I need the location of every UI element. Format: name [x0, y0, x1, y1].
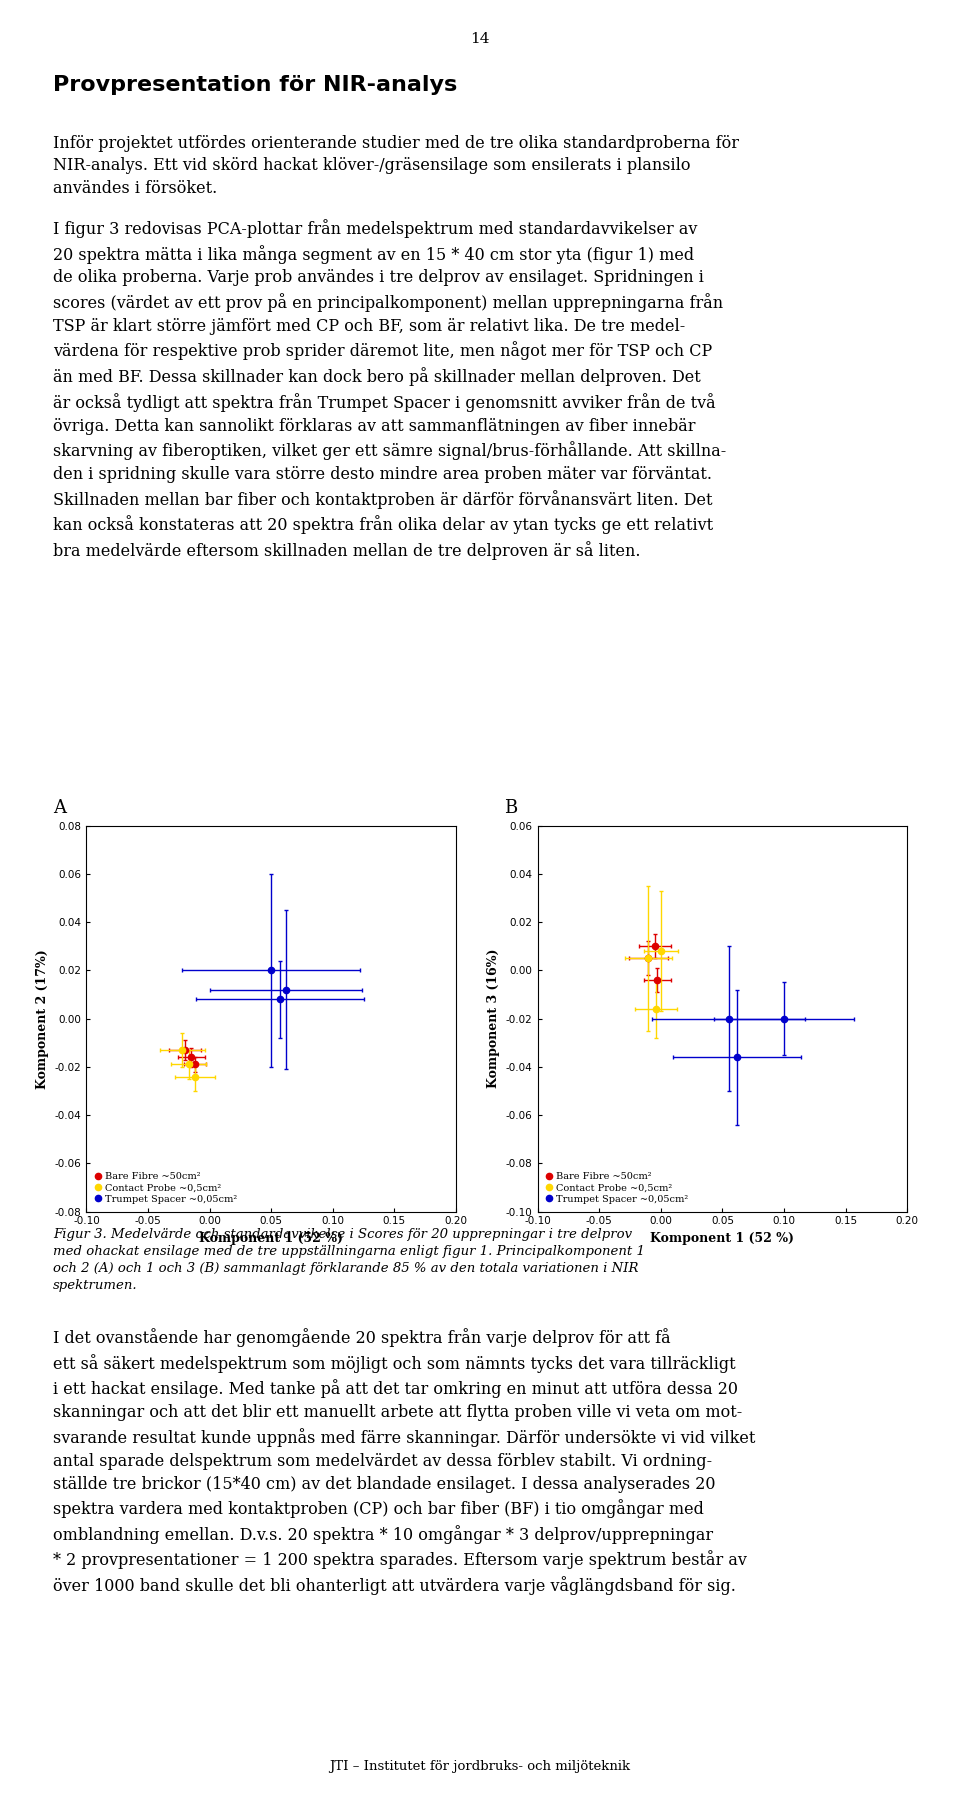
Text: Figur 3. Medelvärde och standardavvikelse i Scores för 20 upprepningar i tre del: Figur 3. Medelvärde och standardavvikels…: [53, 1228, 645, 1292]
Text: 14: 14: [470, 32, 490, 47]
X-axis label: Komponent 1 (52 %): Komponent 1 (52 %): [651, 1231, 795, 1246]
Text: Inför projektet utfördes orienterande studier med de tre olika standardproberna : Inför projektet utfördes orienterande st…: [53, 135, 739, 197]
Legend: Bare Fibre ~50cm², Contact Probe ~0,5cm², Trumpet Spacer ~0,05cm²: Bare Fibre ~50cm², Contact Probe ~0,5cm²…: [91, 1169, 240, 1206]
Text: B: B: [504, 799, 517, 817]
Legend: Bare Fibre ~50cm², Contact Probe ~0,5cm², Trumpet Spacer ~0,05cm²: Bare Fibre ~50cm², Contact Probe ~0,5cm²…: [542, 1169, 691, 1206]
Y-axis label: Komponent 2 (17%): Komponent 2 (17%): [36, 950, 49, 1088]
Text: Provpresentation för NIR-analys: Provpresentation för NIR-analys: [53, 75, 457, 95]
X-axis label: Komponent 1 (52 %): Komponent 1 (52 %): [200, 1231, 344, 1246]
Y-axis label: Komponent 3 (16%): Komponent 3 (16%): [488, 950, 500, 1088]
Text: A: A: [53, 799, 66, 817]
Text: I det ovanstående har genomgående 20 spektra från varje delprov för att få
ett s: I det ovanstående har genomgående 20 spe…: [53, 1328, 756, 1596]
Text: I figur 3 redovisas PCA-plottar från medelspektrum med standardavvikelser av
20 : I figur 3 redovisas PCA-plottar från med…: [53, 219, 726, 560]
Text: JTI – Institutet för jordbruks- och miljöteknik: JTI – Institutet för jordbruks- och milj…: [329, 1761, 631, 1773]
